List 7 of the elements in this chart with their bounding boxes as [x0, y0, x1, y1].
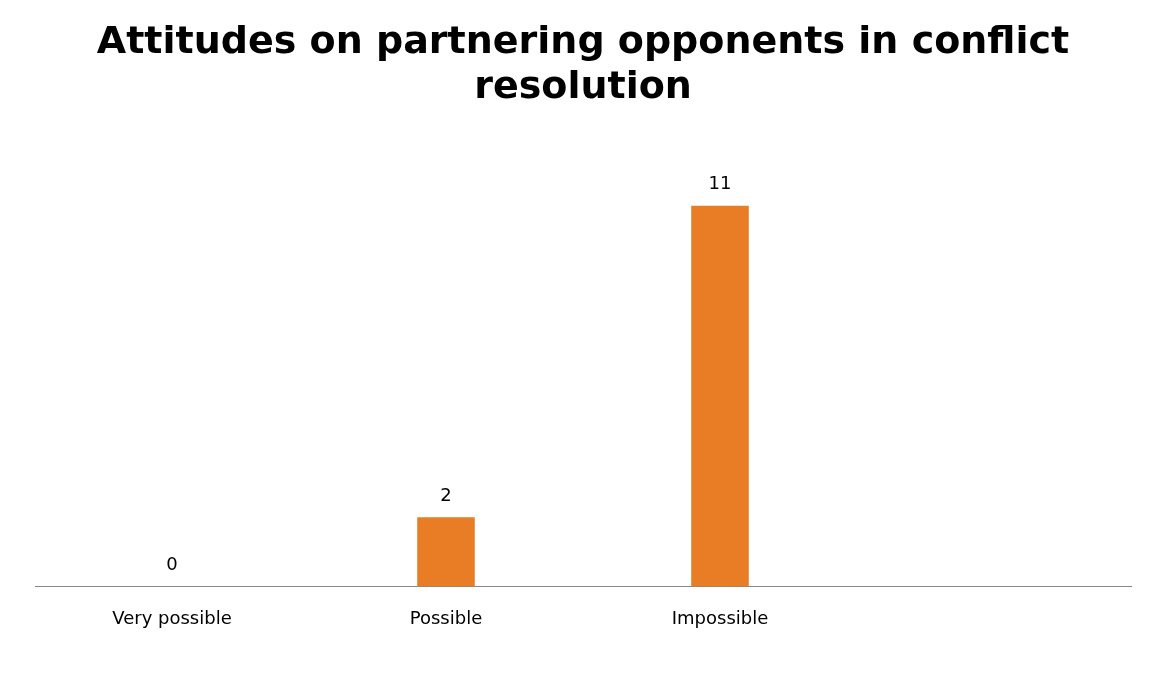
- data-label: 0: [166, 553, 178, 575]
- x-tick-label: Very possible: [112, 606, 232, 628]
- data-label: 2: [440, 483, 452, 505]
- data-label: 11: [708, 172, 732, 194]
- x-tick-label: Impossible: [671, 606, 769, 628]
- chart-title: Attitudes on partnering opponents in conflict resolution: [96, 17, 1070, 108]
- x-tick-label: Possible: [409, 606, 483, 628]
